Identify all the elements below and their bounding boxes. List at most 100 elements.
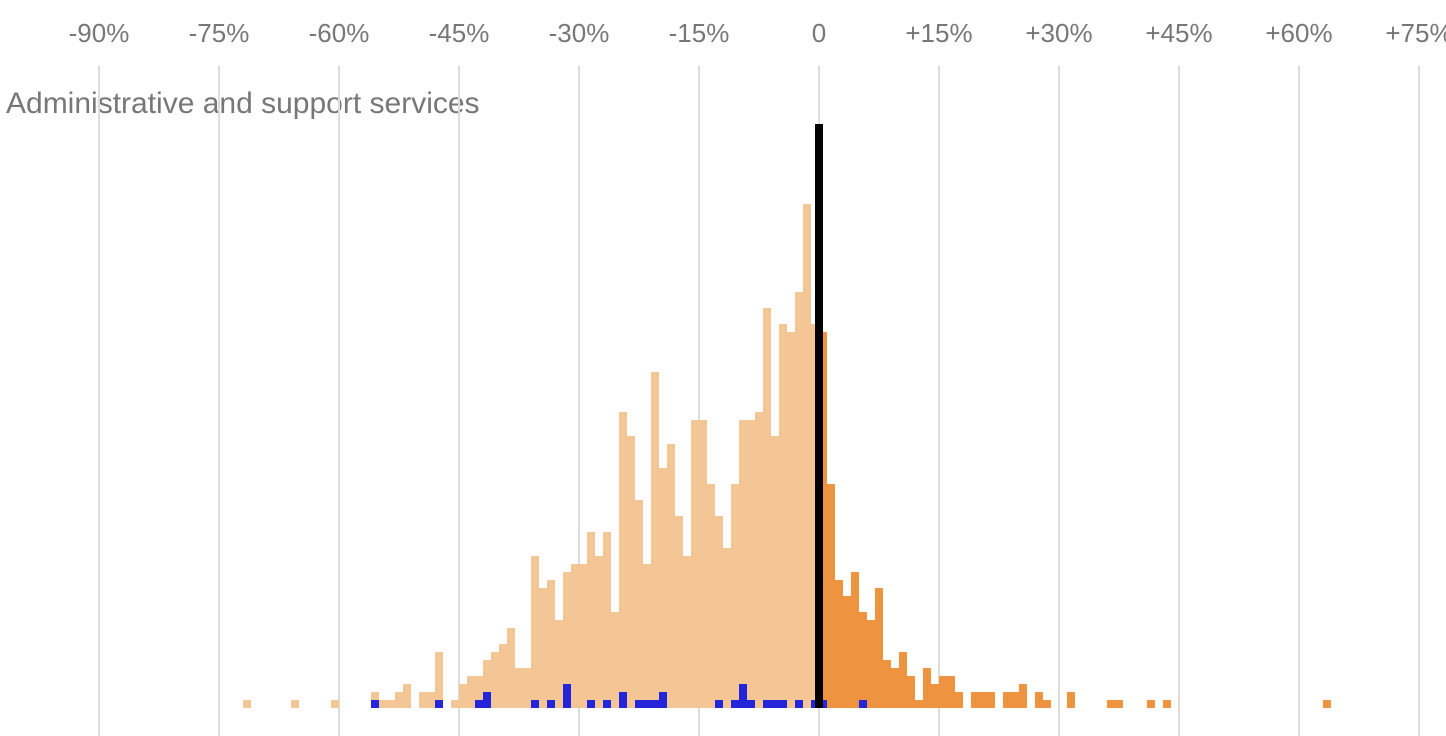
bar (595, 556, 603, 708)
bar (499, 644, 507, 708)
x-tick-label: +60% (1265, 18, 1332, 48)
x-tick-label: -60% (309, 18, 370, 48)
bar (883, 660, 891, 708)
x-tick-label: 0 (812, 18, 826, 48)
bar (427, 692, 435, 708)
bar (659, 692, 667, 708)
bar (875, 588, 883, 708)
bar (907, 676, 915, 708)
bar (651, 700, 659, 708)
bar (731, 484, 739, 708)
bar (731, 700, 739, 708)
bar (643, 700, 651, 708)
bar (763, 700, 771, 708)
bar (603, 532, 611, 708)
bar (379, 700, 387, 708)
bar (787, 332, 795, 708)
bar (867, 620, 875, 708)
bar (491, 652, 499, 708)
bar (1043, 700, 1051, 708)
bar (891, 668, 899, 708)
bar (555, 620, 563, 708)
bar (651, 372, 659, 708)
bar (523, 668, 531, 708)
bar (1003, 692, 1011, 708)
bar (619, 412, 627, 708)
bar (715, 516, 723, 708)
bar (779, 700, 787, 708)
bar (691, 420, 699, 708)
bar (723, 548, 731, 708)
bar (747, 700, 755, 708)
bar (611, 612, 619, 708)
bar (627, 436, 635, 708)
x-tick-label: -30% (549, 18, 610, 48)
bar (1067, 692, 1075, 708)
bar (531, 700, 539, 708)
bar (475, 676, 483, 708)
bar (1147, 700, 1155, 708)
bar (243, 700, 251, 708)
bar (755, 412, 763, 708)
bar (1163, 700, 1171, 708)
bar (403, 684, 411, 708)
bar (851, 572, 859, 708)
bar (579, 564, 587, 708)
bar (923, 668, 931, 708)
bar (683, 556, 691, 708)
reference-line (815, 124, 823, 708)
x-tick-label: -90% (69, 18, 130, 48)
bar (435, 700, 443, 708)
bar (859, 612, 867, 708)
bar (859, 700, 867, 708)
bar (739, 684, 747, 708)
bar (539, 588, 547, 708)
bar (1323, 700, 1331, 708)
bar (667, 444, 675, 708)
bar (547, 700, 555, 708)
bar (795, 700, 803, 708)
bar (979, 692, 987, 708)
bar (803, 204, 811, 708)
bar (475, 700, 483, 708)
bar (483, 660, 491, 708)
bar (635, 500, 643, 708)
bar (531, 556, 539, 708)
bar (563, 684, 571, 708)
bar (795, 292, 803, 708)
bar (779, 324, 787, 708)
bar (827, 484, 835, 708)
bar (635, 700, 643, 708)
bar (1035, 692, 1043, 708)
bar (587, 700, 595, 708)
bar (587, 532, 595, 708)
bar (1019, 684, 1027, 708)
bar (763, 308, 771, 708)
bar (291, 700, 299, 708)
bar (835, 580, 843, 708)
x-tick-label: +45% (1145, 18, 1212, 48)
x-tick-label: +75% (1385, 18, 1446, 48)
bar (515, 668, 523, 708)
bar (843, 596, 851, 708)
bar (1107, 700, 1115, 708)
bar (563, 572, 571, 708)
x-tick-label: +30% (1025, 18, 1092, 48)
bar (451, 700, 459, 708)
bar (619, 692, 627, 708)
bar (939, 676, 947, 708)
bar (387, 700, 395, 708)
bar (931, 684, 939, 708)
bar (771, 436, 779, 708)
bar (547, 580, 555, 708)
bar (739, 420, 747, 708)
bar (483, 692, 491, 708)
bar (707, 484, 715, 708)
bar (371, 700, 379, 708)
bar (459, 684, 467, 708)
chart-title: Administrative and support services (6, 87, 480, 120)
bar (659, 468, 667, 708)
bar (915, 700, 923, 708)
x-tick-label: -15% (669, 18, 730, 48)
